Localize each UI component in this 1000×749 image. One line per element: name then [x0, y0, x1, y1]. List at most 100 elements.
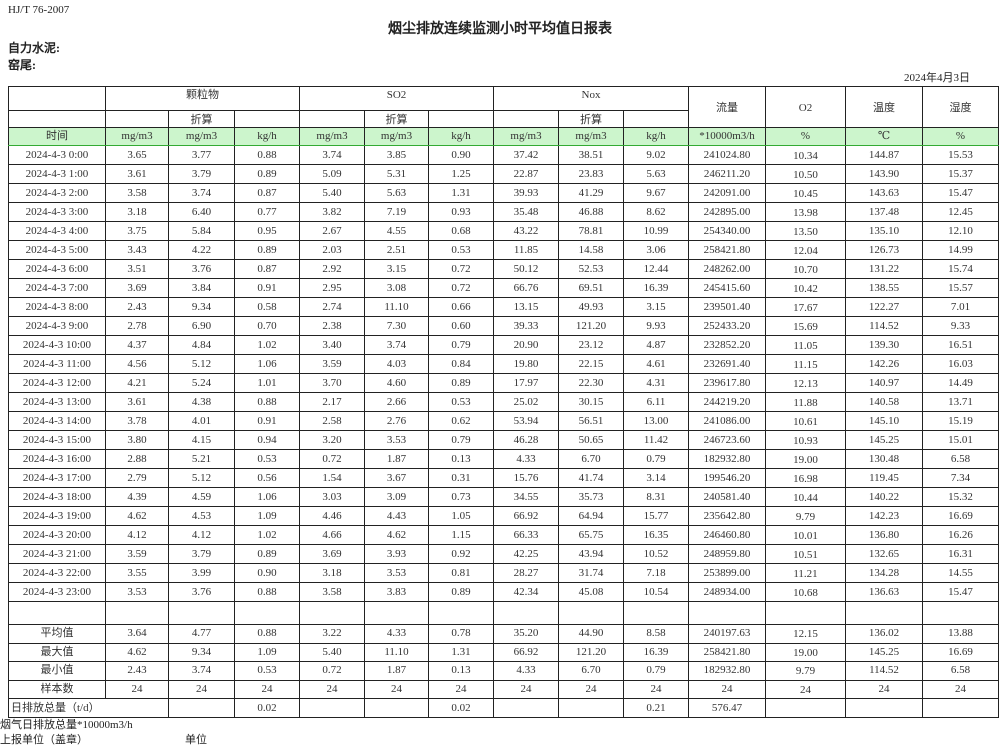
- value-cell: 3.74: [168, 183, 235, 203]
- value-cell: 0.87: [234, 183, 300, 203]
- value-cell: 4.53: [168, 506, 235, 526]
- value-cell: 3.85: [364, 145, 429, 165]
- summary-value: 24: [299, 679, 365, 699]
- value-cell: 4.87: [623, 335, 689, 355]
- value-cell: 23.83: [558, 164, 624, 184]
- table-row: 2024-4-3 18:00 4.39 4.59 1.06 3.03 3.09 0.73 34…: [8, 487, 999, 507]
- unit-cell: 时间: [8, 127, 106, 146]
- unit-cell: mg/m3: [364, 127, 429, 146]
- daily-total-value: [765, 698, 846, 718]
- unit-cell: %: [765, 127, 846, 146]
- value-cell: 43.22: [493, 221, 559, 241]
- value-cell: 4.15: [168, 430, 235, 450]
- summary-value: 24: [105, 679, 169, 699]
- value-cell: 0.89: [428, 582, 494, 602]
- table-row: 2024-4-3 19:00 4.62 4.53 1.09 4.46 4.43 1.05 66…: [8, 506, 999, 526]
- value-cell: 14.49: [922, 373, 999, 393]
- empty-cell: [558, 601, 624, 625]
- value-cell: 4.37: [105, 335, 169, 355]
- value-cell: 20.90: [493, 335, 559, 355]
- value-cell: 12.10: [922, 221, 999, 241]
- table-row: 2024-4-3 5:00 3.43 4.22 0.89 2.03 2.51 0.53 11.…: [8, 240, 999, 260]
- value-cell: 3.08: [364, 278, 429, 298]
- unit-label: 单位: [185, 734, 207, 746]
- value-cell: 254340.00: [688, 221, 766, 241]
- value-cell: 17.97: [493, 373, 559, 393]
- value-cell: 39.93: [493, 183, 559, 203]
- value-cell: 114.52: [845, 316, 923, 336]
- value-cell: 1.87: [364, 449, 429, 469]
- header-blank: [299, 110, 365, 128]
- value-cell: 2.03: [299, 240, 365, 260]
- daily-total-value: [493, 698, 559, 718]
- value-cell: 12.13: [765, 373, 846, 393]
- value-cell: 4.62: [105, 506, 169, 526]
- value-cell: 0.90: [234, 563, 300, 583]
- unit-cell: mg/m3: [299, 127, 365, 146]
- value-cell: 13.00: [623, 411, 689, 431]
- header-flow: 流量: [688, 86, 766, 128]
- value-cell: 4.31: [623, 373, 689, 393]
- value-cell: 138.55: [845, 278, 923, 298]
- summary-value: 24: [623, 679, 689, 699]
- value-cell: 10.42: [765, 278, 846, 298]
- value-cell: 3.58: [105, 183, 169, 203]
- summary-label: 最大值: [8, 642, 106, 662]
- value-cell: 248262.00: [688, 259, 766, 279]
- unit-cell: *10000m3/h: [688, 127, 766, 146]
- value-cell: 3.18: [105, 202, 169, 222]
- value-cell: 41.29: [558, 183, 624, 203]
- value-cell: 0.68: [428, 221, 494, 241]
- empty-cell: [765, 601, 846, 625]
- value-cell: 10.34: [765, 145, 846, 165]
- value-cell: 4.56: [105, 354, 169, 374]
- summary-value: 5.40: [299, 642, 365, 662]
- value-cell: 1.54: [299, 468, 365, 488]
- table-row: 2024-4-3 10:00 4.37 4.84 1.02 3.40 3.74 0.79 20…: [8, 335, 999, 355]
- value-cell: 11.88: [765, 392, 846, 412]
- value-cell: 50.12: [493, 259, 559, 279]
- value-cell: 1.06: [234, 354, 300, 374]
- value-cell: 15.77: [623, 506, 689, 526]
- value-cell: 0.89: [234, 240, 300, 260]
- value-cell: 1.09: [234, 506, 300, 526]
- value-cell: 30.15: [558, 392, 624, 412]
- value-cell: 140.22: [845, 487, 923, 507]
- value-cell: 69.51: [558, 278, 624, 298]
- time-cell: 2024-4-3 1:00: [8, 164, 106, 184]
- value-cell: 2.74: [299, 297, 365, 317]
- empty-cell: [493, 601, 559, 625]
- value-cell: 7.01: [922, 297, 999, 317]
- summary-value: 19.00: [765, 642, 846, 662]
- header-humidity: 湿度: [922, 86, 999, 128]
- value-cell: 3.58: [299, 582, 365, 602]
- header-nox: Nox: [493, 86, 689, 111]
- summary-value: 24: [558, 679, 624, 699]
- value-cell: 246460.80: [688, 525, 766, 545]
- empty-cell: [8, 601, 106, 625]
- value-cell: 66.92: [493, 506, 559, 526]
- time-cell: 2024-4-3 15:00: [8, 430, 106, 450]
- location-label: 窑尾:: [8, 58, 36, 72]
- time-cell: 2024-4-3 9:00: [8, 316, 106, 336]
- value-cell: 131.22: [845, 259, 923, 279]
- value-cell: 134.28: [845, 563, 923, 583]
- summary-value: 4.62: [105, 642, 169, 662]
- time-cell: 2024-4-3 13:00: [8, 392, 106, 412]
- summary-value: 0.78: [428, 624, 494, 644]
- time-cell: 2024-4-3 23:00: [8, 582, 106, 602]
- value-cell: 13.15: [493, 297, 559, 317]
- value-cell: 3.82: [299, 202, 365, 222]
- value-cell: 3.74: [364, 335, 429, 355]
- value-cell: 145.25: [845, 430, 923, 450]
- value-cell: 10.61: [765, 411, 846, 431]
- value-cell: 4.43: [364, 506, 429, 526]
- value-cell: 4.60: [364, 373, 429, 393]
- value-cell: 35.73: [558, 487, 624, 507]
- header-blank: [8, 86, 106, 111]
- header-blank: [428, 110, 494, 128]
- value-cell: 5.31: [364, 164, 429, 184]
- value-cell: 248959.80: [688, 544, 766, 564]
- table-row: 2024-4-3 1:00 3.61 3.79 0.89 5.09 5.31 1.25 22.…: [8, 164, 999, 184]
- report-date: 2024年4月3日: [904, 72, 970, 84]
